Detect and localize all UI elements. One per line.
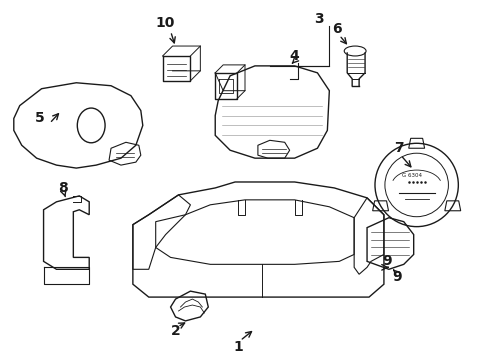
Text: 10: 10 xyxy=(156,16,175,30)
Text: 3: 3 xyxy=(315,12,324,26)
Text: G 6304: G 6304 xyxy=(402,173,422,178)
Text: 6: 6 xyxy=(333,22,342,36)
Text: 8: 8 xyxy=(58,181,68,195)
Text: 2: 2 xyxy=(171,324,180,338)
Text: 9: 9 xyxy=(392,270,402,284)
Text: 4: 4 xyxy=(290,49,299,63)
Text: 9: 9 xyxy=(382,255,392,268)
Text: 1: 1 xyxy=(233,340,243,354)
Text: 7: 7 xyxy=(394,141,404,155)
Text: 5: 5 xyxy=(35,112,45,126)
